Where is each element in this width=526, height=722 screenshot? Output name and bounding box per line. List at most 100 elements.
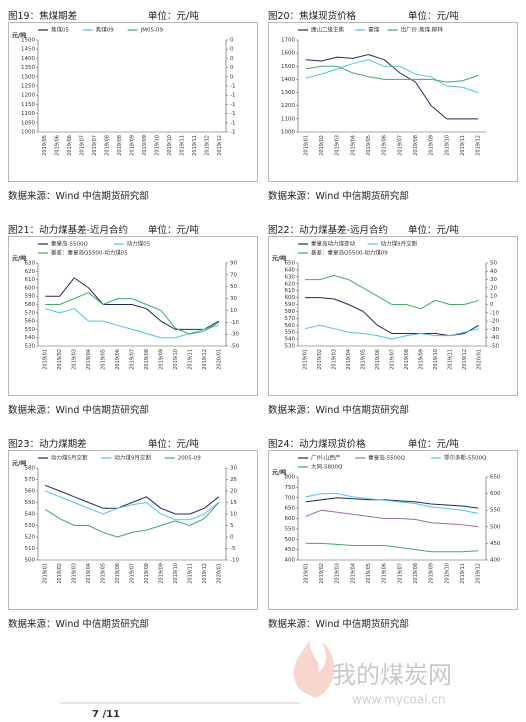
legend-label: 动力煤9月交割 [381, 240, 418, 248]
y2-tick-label: -50 [490, 344, 499, 350]
y-axis-label: 元/吨 [12, 255, 26, 263]
x-tick-label: 2019/06 [382, 563, 388, 584]
legend-label: JM05-09 [140, 28, 164, 34]
y-tick-label: 580 [25, 466, 36, 472]
y-tick-label: 400 [285, 558, 296, 564]
x-tick-label: 2019/06 [67, 135, 73, 156]
x-tick-label: 2019/05 [361, 349, 367, 370]
chart-frame [268, 450, 518, 610]
y-tick-label: 1100 [281, 116, 295, 122]
chart-frame [8, 450, 258, 610]
y-tick-label: 600 [25, 285, 36, 291]
y2-tick-label: 10 [490, 294, 497, 300]
legend-label: 出厂价:焦煤:柳林 [401, 26, 444, 34]
x-tick-label: 2020/01 [476, 349, 482, 370]
chart-title: 图23：动力煤期差 [8, 439, 87, 450]
y-tick-label: 530 [25, 523, 36, 529]
y2-tick-label: 0 [230, 535, 234, 541]
x-tick-label: 2019/12 [202, 349, 208, 370]
legend-label: 动力煤9月交割 [114, 454, 151, 462]
y-tick-label: 800 [285, 475, 296, 481]
y2-tick-label: -1 [230, 120, 235, 126]
y2-tick-label: 50 [230, 284, 237, 290]
unit-label: 单位：元/吨 [148, 11, 199, 22]
x-tick-label: 2019/07 [397, 563, 403, 584]
x-tick-label: 2019/08 [144, 563, 150, 584]
y2-tick-label: 400 [490, 558, 501, 564]
y2-tick-label: -10 [490, 310, 499, 316]
y2-tick-label: -1 [230, 130, 235, 136]
y-tick-label: 1050 [21, 120, 35, 126]
series-line [305, 59, 479, 94]
y-tick-label: 1200 [281, 103, 295, 109]
x-tick-label: 2019/11 [187, 563, 193, 584]
y-tick-label: 540 [285, 337, 296, 343]
y2-tick-label: 450 [490, 541, 501, 547]
x-tick-label: 2019/08 [404, 349, 410, 370]
watermark-logo [293, 640, 335, 698]
chart-source: 数据来源：Wind 中信期货研究部 [8, 191, 149, 202]
y-tick-label: 500 [285, 537, 296, 543]
x-tick-label: 2019/07 [397, 135, 403, 156]
legend-label: 广州-山西产 [311, 454, 341, 462]
x-tick-label: 2019/09 [130, 135, 136, 156]
x-tick-label: 2020/01 [216, 349, 222, 370]
y2-tick-label: 10 [230, 308, 237, 314]
chart-frame [8, 236, 258, 396]
legend-label: 秦皇岛动力煤变动 [311, 240, 356, 248]
x-tick-label: 2019/12 [202, 563, 208, 584]
y-tick-label: 1400 [281, 77, 295, 83]
y2-tick-label: 0 [490, 302, 494, 308]
x-tick-label: 2019/12 [205, 135, 211, 156]
y-tick-label: 590 [25, 294, 36, 300]
x-tick-label: 2019/08 [104, 135, 110, 156]
y-tick-label: 610 [285, 288, 296, 294]
y2-tick-label: 650 [490, 475, 501, 481]
x-tick-label: 2019/05 [42, 135, 48, 156]
x-tick-label: 2019/12 [462, 349, 468, 370]
x-tick-label: 2019/06 [115, 563, 121, 584]
x-tick-label: 2019/04 [350, 135, 356, 156]
y2-tick-label: 0 [230, 38, 234, 44]
x-tick-label: 2019/10 [155, 135, 161, 156]
chart-source: 数据来源：Wind 中信期货研究部 [268, 619, 409, 630]
y-axis-label: 元/吨 [12, 32, 26, 40]
y-tick-label: 1700 [281, 38, 295, 44]
y-tick-label: 500 [25, 558, 36, 564]
y-tick-label: 600 [285, 295, 296, 301]
series-line [305, 297, 480, 337]
y-tick-label: 560 [25, 489, 36, 495]
y2-tick-label: -50 [230, 344, 239, 350]
x-tick-label: 2019/03 [332, 349, 338, 370]
x-tick-label: 2019/05 [101, 563, 107, 584]
y2-tick-label: 20 [490, 285, 497, 291]
legend-label: 秦皇岛-5500Q [368, 454, 405, 462]
y2-tick-label: -10 [230, 558, 239, 564]
x-tick-label: 2019/04 [350, 563, 356, 584]
x-tick-label: 2019/10 [173, 349, 179, 370]
x-tick-label: 2019/02 [319, 135, 325, 156]
x-tick-label: 2019/10 [173, 563, 179, 584]
x-tick-label: 2019/02 [57, 563, 63, 584]
y-tick-label: 640 [285, 267, 296, 273]
x-tick-label: 2019/06 [375, 349, 381, 370]
legend-label: 动力煤05 [127, 240, 151, 248]
x-tick-label: 2019/07 [130, 563, 136, 584]
y2-tick-label: -1 [230, 93, 235, 99]
y-tick-label: 550 [25, 500, 36, 506]
y2-tick-label: 15 [230, 500, 237, 506]
legend-label: 动力煤5月交割 [51, 454, 88, 462]
watermark-url: www.mycoal.cn [352, 693, 446, 707]
y2-tick-label: 10 [230, 512, 237, 518]
x-tick-label: 2019/03 [72, 349, 78, 370]
x-tick-label: 2019/11 [447, 349, 453, 370]
x-tick-label: 2019/10 [444, 135, 450, 156]
y-tick-label: 620 [285, 281, 296, 287]
y2-tick-label: 0 [230, 47, 234, 53]
x-tick-label: 2019/11 [180, 135, 186, 156]
x-tick-label: 2019/07 [92, 135, 98, 156]
y-tick-label: 1150 [21, 102, 35, 108]
series-line [305, 324, 479, 340]
y-tick-label: 1200 [21, 93, 35, 99]
y-tick-label: 560 [285, 323, 296, 329]
